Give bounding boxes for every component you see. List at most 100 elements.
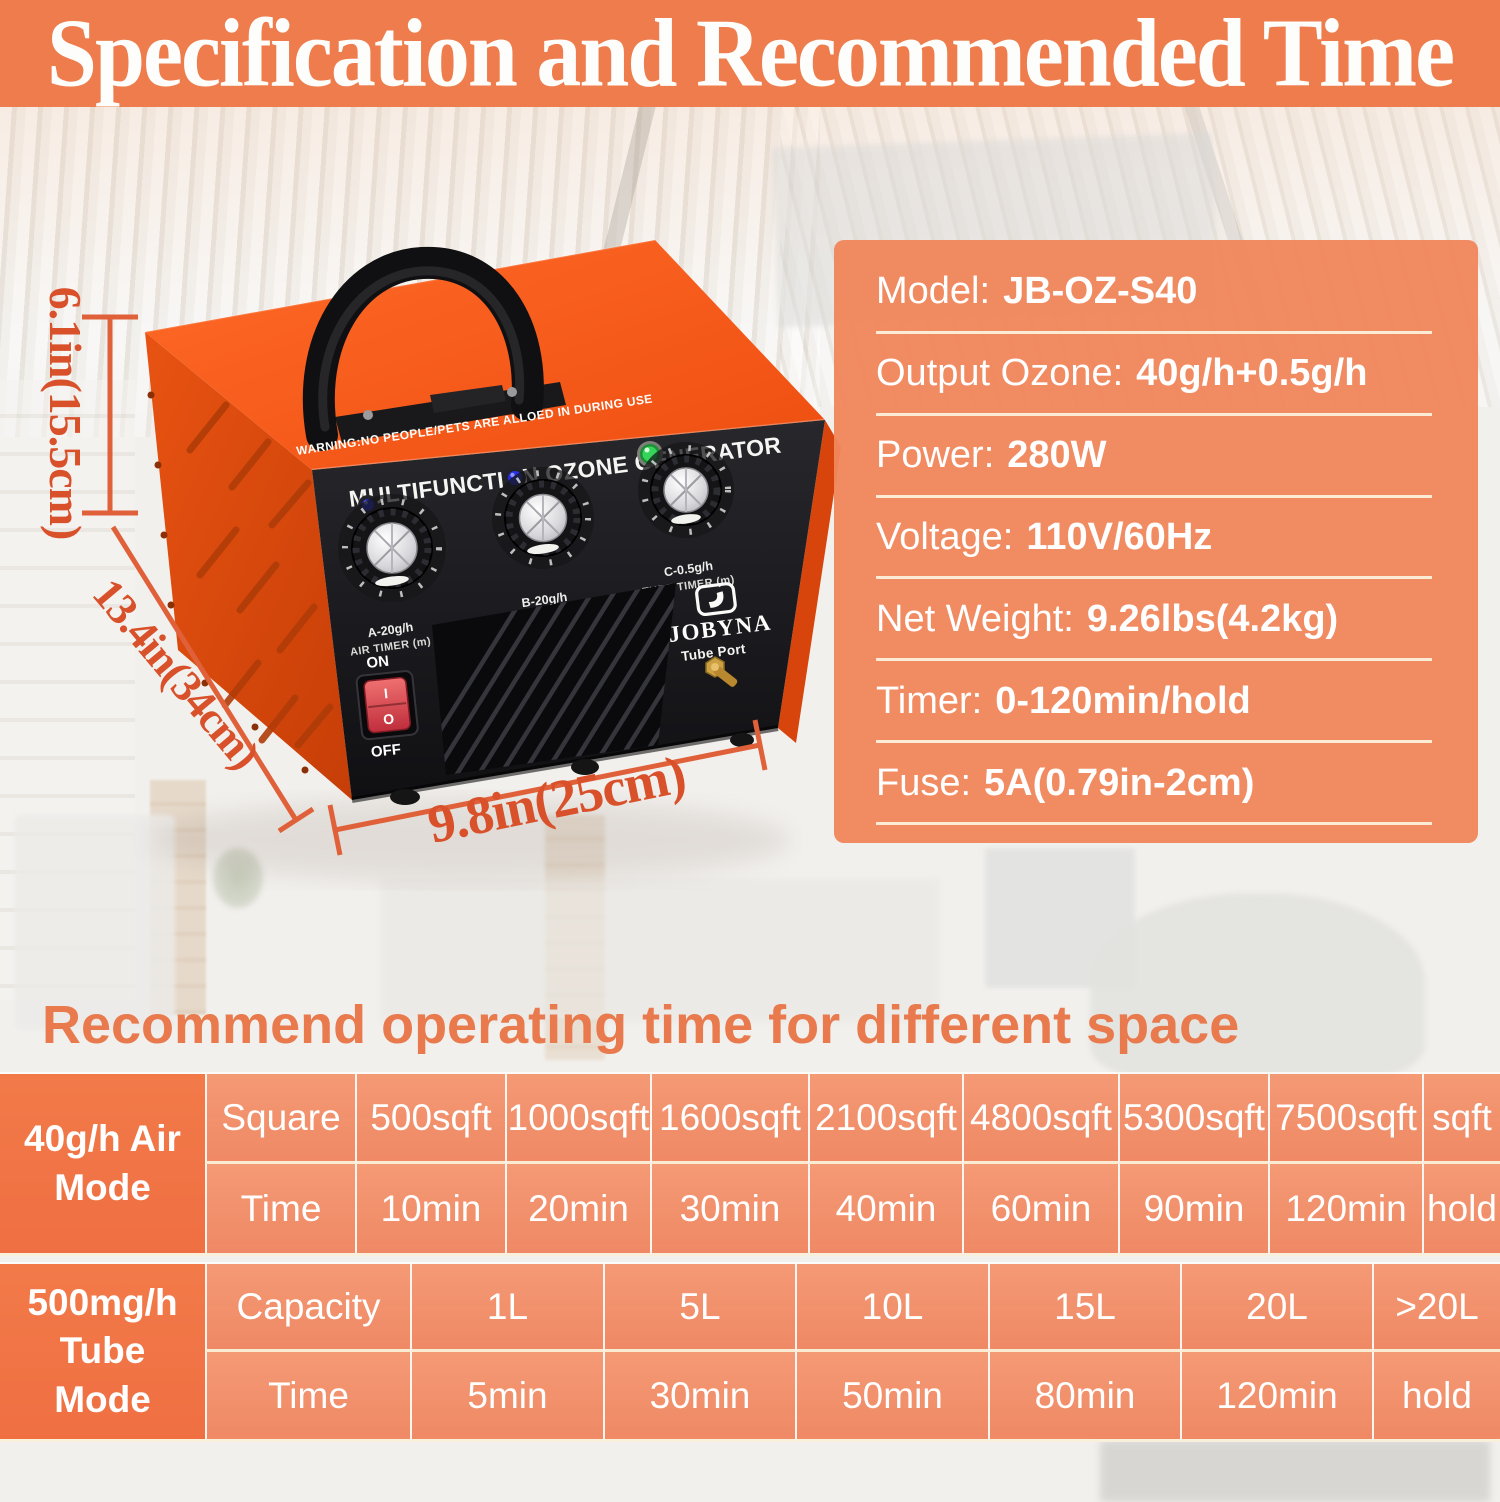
spec-value: 9.26lbs(4.2kg) [1086, 597, 1339, 640]
table-cell: hold [1372, 1352, 1500, 1439]
table-cell: 90min [1118, 1164, 1268, 1253]
spec-value: 0-120min/hold [995, 679, 1251, 722]
spec-label: Net Weight: [876, 597, 1074, 640]
width-dimension-label: 9.8in(25cm) [423, 744, 690, 855]
knob-a-sublabel: AIR TIMER (m) [349, 635, 431, 658]
switch-i-mark: I [383, 685, 389, 701]
office-monitor [985, 848, 1135, 988]
spec-row-voltage: Voltage: 110V/60Hz [876, 498, 1432, 580]
spec-label: Fuse: [876, 761, 972, 804]
dimension-callouts: 6.1in(15.5cm) 13.4in(34cm) 9.8in(25cm) [40, 287, 768, 856]
front-bottom-edge [351, 725, 779, 803]
tube-port-fitting [705, 656, 738, 687]
knob-b-label: B-20g/h [521, 590, 568, 610]
device-top-face [145, 240, 825, 470]
switch-o-mark: O [382, 710, 395, 727]
spec-row-timer: Timer: 0-120min/hold [876, 661, 1432, 744]
table-cell: 5min [410, 1352, 603, 1439]
spec-value: 280W [1007, 434, 1107, 477]
ceiling-tint [0, 107, 1500, 327]
brand-logo: JOBYNA [667, 582, 773, 647]
timer-knob-a: A-20g/h AIR TIMER (m) [338, 494, 446, 659]
table-cell: 50min [795, 1352, 988, 1439]
spec-row-output: Output Ozone: 40g/h+0.5g/h [876, 334, 1432, 416]
title-banner: Specification and Recommended Time [0, 0, 1500, 107]
row-header-time: Time [205, 1164, 355, 1253]
brand-logo-icon [695, 582, 737, 617]
table-cell: 20min [505, 1164, 650, 1253]
side-vent-slots [186, 401, 334, 749]
ceiling-slats-right [780, 107, 1500, 407]
table-cell: 30min [603, 1352, 795, 1439]
indicator-led-green [637, 441, 663, 467]
office-copier [15, 815, 175, 1030]
table-cell: 500sqft [355, 1074, 505, 1164]
table-cell: 20L [1180, 1264, 1372, 1352]
power-switch: ON I O OFF [355, 653, 419, 761]
tube-port-label: Tube Port [680, 641, 746, 664]
rocker-switch [363, 676, 411, 734]
case-screws [147, 391, 309, 774]
tube-mode-table: 500mg/h Tube Mode Capacity 1L 5L 10L 15L… [0, 1262, 1500, 1442]
background-fade [0, 360, 1500, 620]
warning-text: WARNING:NO PEOPLE/PETS ARE ALLOED IN DUR… [295, 392, 653, 458]
spec-row-power: Power: 280W [876, 416, 1432, 498]
brick-column [545, 815, 605, 1060]
table-cell: 60min [962, 1164, 1118, 1253]
spec-value: 5A(0.79in-2cm) [984, 761, 1255, 804]
panel-title: MULTIFUNCTION OZONE GENERATOR [347, 432, 782, 512]
device-front-panel [312, 420, 825, 800]
table-cell: 10L [795, 1264, 988, 1352]
spec-label: Power: [876, 434, 995, 477]
office-chair [1090, 893, 1425, 1078]
table-cell: 10min [355, 1164, 505, 1253]
table-cell: sqft [1422, 1074, 1500, 1164]
indicator-led-blue-a [358, 495, 378, 515]
table-cell: 1000sqft [505, 1074, 650, 1164]
device-left-face [145, 332, 352, 800]
spec-row-model: Model: JB-OZ-S40 [876, 252, 1432, 334]
spec-label: Timer: [876, 679, 983, 722]
table-mode-header: 40g/h Air Mode [0, 1074, 205, 1253]
table-cell: 5L [603, 1264, 795, 1352]
back-edge-highlight [144, 239, 656, 333]
spec-label: Output Ozone: [876, 352, 1124, 395]
row-header-capacity: Capacity [205, 1264, 410, 1352]
spec-panel: Model: JB-OZ-S40 Output Ozone: 40g/h+0.5… [834, 240, 1478, 843]
ozone-generator-device: WARNING:NO PEOPLE/PETS ARE ALLOED IN DUR… [144, 239, 841, 805]
office-chair-base [1100, 1440, 1490, 1502]
brick-column [150, 780, 206, 1015]
front-vent-grille [432, 583, 676, 775]
knob-c-label: C-0.5g/h [663, 559, 714, 580]
table-cell: 40min [808, 1164, 962, 1253]
office-desk [380, 878, 940, 1023]
depth-dimension-label: 13.4in(34cm) [83, 569, 269, 778]
table-cell: 2100sqft [808, 1074, 962, 1164]
timer-knob-b: B-20g/h AIR TIMER (m) [492, 467, 594, 629]
device-feet [390, 733, 754, 805]
spec-label: Voltage: [876, 516, 1014, 558]
spec-value: 40g/h+0.5g/h [1136, 352, 1368, 395]
air-mode-table: 40g/h Air Mode Square 500sqft 1000sqft 1… [0, 1072, 1500, 1256]
ozone-generator-illustration: WARNING:NO PEOPLE/PETS ARE ALLOED IN DUR… [40, 239, 841, 882]
ceiling-beam [1182, 94, 1282, 366]
switch-off-label: OFF [370, 741, 402, 761]
height-dimension-label: 6.1in(15.5cm) [40, 287, 91, 540]
spec-label: Model: [876, 270, 991, 313]
office-plant [213, 848, 263, 908]
row-header-time: Time [205, 1352, 410, 1439]
knob-a-label: A-20g/h [367, 620, 414, 640]
table-cell: 1600sqft [650, 1074, 808, 1164]
brand-name: JOBYNA [667, 610, 773, 647]
knob-c-sublabel: TUBE TIMER (m) [642, 574, 736, 599]
brick-wall [0, 380, 135, 1000]
ceiling-beam [549, 98, 657, 472]
table-cell: 120min [1268, 1164, 1422, 1253]
page-title: Specification and Recommended Time [46, 0, 1455, 107]
table-cell: 80min [988, 1352, 1180, 1439]
carry-handle [302, 246, 566, 451]
floor-edge [0, 1437, 1500, 1440]
spec-value: JB-OZ-S40 [1003, 270, 1198, 313]
table-cell: 120min [1180, 1352, 1372, 1439]
